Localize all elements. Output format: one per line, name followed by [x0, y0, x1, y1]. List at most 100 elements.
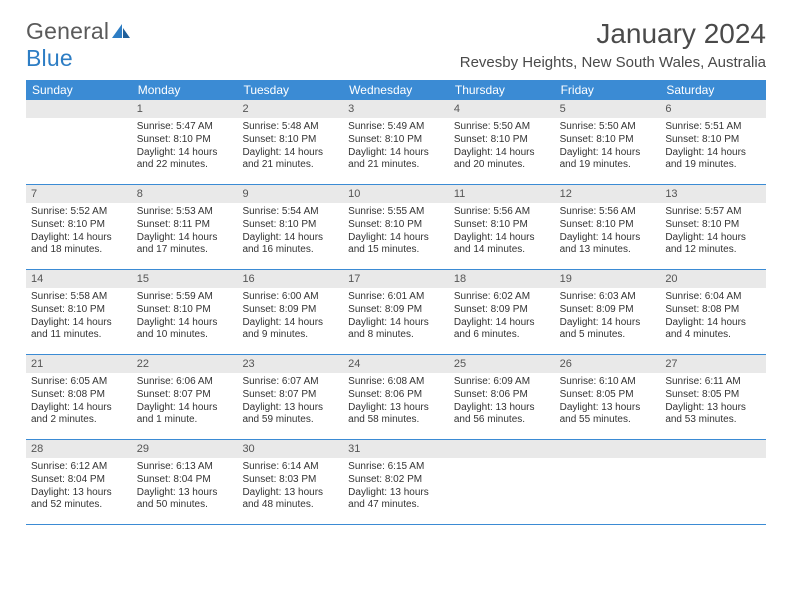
month-title: January 2024 [460, 18, 766, 50]
day-number: 26 [555, 355, 661, 373]
daylight-line: Daylight: 14 hours and 1 minute. [137, 402, 234, 428]
daylight-line: Daylight: 13 hours and 53 minutes. [665, 402, 762, 428]
daylight-line: Daylight: 13 hours and 52 minutes. [31, 487, 128, 513]
week-row: 28Sunrise: 6:12 AMSunset: 8:04 PMDayligh… [26, 440, 766, 525]
sunset-line: Sunset: 8:10 PM [31, 304, 128, 317]
daylight-line: Daylight: 14 hours and 22 minutes. [137, 147, 234, 173]
day-number: 27 [660, 355, 766, 373]
sunrise-line: Sunrise: 5:58 AM [31, 291, 128, 304]
day-number: 14 [26, 270, 132, 288]
sunrise-line: Sunrise: 6:07 AM [242, 376, 339, 389]
day-number [555, 440, 661, 458]
daylight-line: Daylight: 14 hours and 19 minutes. [665, 147, 762, 173]
dow-cell: Tuesday [237, 80, 343, 100]
location-subtitle: Revesby Heights, New South Wales, Austra… [460, 54, 766, 71]
daylight-line: Daylight: 14 hours and 17 minutes. [137, 232, 234, 258]
day-number: 1 [132, 100, 238, 118]
daylight-line: Daylight: 14 hours and 19 minutes. [560, 147, 657, 173]
daylight-line: Daylight: 14 hours and 20 minutes. [454, 147, 551, 173]
dow-cell: Friday [555, 80, 661, 100]
page-header: GeneralBlue January 2024 Revesby Heights… [26, 18, 766, 72]
sunrise-line: Sunrise: 5:47 AM [137, 121, 234, 134]
sunset-line: Sunset: 8:10 PM [348, 134, 445, 147]
day-number: 6 [660, 100, 766, 118]
daylight-line: Daylight: 14 hours and 21 minutes. [242, 147, 339, 173]
day-cell: 31Sunrise: 6:15 AMSunset: 8:02 PMDayligh… [343, 440, 449, 524]
daylight-line: Daylight: 14 hours and 16 minutes. [242, 232, 339, 258]
day-number: 20 [660, 270, 766, 288]
daylight-line: Daylight: 14 hours and 9 minutes. [242, 317, 339, 343]
sunset-line: Sunset: 8:09 PM [560, 304, 657, 317]
sunrise-line: Sunrise: 5:54 AM [242, 206, 339, 219]
daylight-line: Daylight: 13 hours and 48 minutes. [242, 487, 339, 513]
sunrise-line: Sunrise: 6:10 AM [560, 376, 657, 389]
day-cell: 19Sunrise: 6:03 AMSunset: 8:09 PMDayligh… [555, 270, 661, 354]
daylight-line: Daylight: 13 hours and 55 minutes. [560, 402, 657, 428]
sunrise-line: Sunrise: 5:53 AM [137, 206, 234, 219]
sunrise-line: Sunrise: 6:01 AM [348, 291, 445, 304]
day-cell: 10Sunrise: 5:55 AMSunset: 8:10 PMDayligh… [343, 185, 449, 269]
daylight-line: Daylight: 13 hours and 47 minutes. [348, 487, 445, 513]
day-number: 28 [26, 440, 132, 458]
day-cell: 24Sunrise: 6:08 AMSunset: 8:06 PMDayligh… [343, 355, 449, 439]
sunrise-line: Sunrise: 6:05 AM [31, 376, 128, 389]
day-number: 11 [449, 185, 555, 203]
day-cell: 7Sunrise: 5:52 AMSunset: 8:10 PMDaylight… [26, 185, 132, 269]
sunrise-line: Sunrise: 6:15 AM [348, 461, 445, 474]
daylight-line: Daylight: 14 hours and 5 minutes. [560, 317, 657, 343]
sunrise-line: Sunrise: 6:02 AM [454, 291, 551, 304]
sunset-line: Sunset: 8:04 PM [31, 474, 128, 487]
logo-text: GeneralBlue [26, 18, 131, 72]
sunrise-line: Sunrise: 6:08 AM [348, 376, 445, 389]
day-cell: 6Sunrise: 5:51 AMSunset: 8:10 PMDaylight… [660, 100, 766, 184]
sunset-line: Sunset: 8:09 PM [454, 304, 551, 317]
dow-cell: Sunday [26, 80, 132, 100]
sunrise-line: Sunrise: 6:03 AM [560, 291, 657, 304]
day-cell: 29Sunrise: 6:13 AMSunset: 8:04 PMDayligh… [132, 440, 238, 524]
sunrise-line: Sunrise: 6:11 AM [665, 376, 762, 389]
dow-cell: Saturday [660, 80, 766, 100]
daylight-line: Daylight: 13 hours and 56 minutes. [454, 402, 551, 428]
day-cell: 26Sunrise: 6:10 AMSunset: 8:05 PMDayligh… [555, 355, 661, 439]
sunset-line: Sunset: 8:10 PM [348, 219, 445, 232]
sunrise-line: Sunrise: 5:59 AM [137, 291, 234, 304]
dow-cell: Thursday [449, 80, 555, 100]
week-row: 7Sunrise: 5:52 AMSunset: 8:10 PMDaylight… [26, 185, 766, 270]
day-cell: 27Sunrise: 6:11 AMSunset: 8:05 PMDayligh… [660, 355, 766, 439]
day-cell: 14Sunrise: 5:58 AMSunset: 8:10 PMDayligh… [26, 270, 132, 354]
sunset-line: Sunset: 8:07 PM [137, 389, 234, 402]
day-cell [449, 440, 555, 524]
day-cell: 21Sunrise: 6:05 AMSunset: 8:08 PMDayligh… [26, 355, 132, 439]
sunrise-line: Sunrise: 5:56 AM [560, 206, 657, 219]
sunset-line: Sunset: 8:04 PM [137, 474, 234, 487]
sunset-line: Sunset: 8:10 PM [137, 304, 234, 317]
sunset-line: Sunset: 8:06 PM [454, 389, 551, 402]
sunrise-line: Sunrise: 5:50 AM [454, 121, 551, 134]
day-number: 4 [449, 100, 555, 118]
sunset-line: Sunset: 8:10 PM [665, 134, 762, 147]
sunrise-line: Sunrise: 5:57 AM [665, 206, 762, 219]
sunset-line: Sunset: 8:10 PM [454, 134, 551, 147]
daylight-line: Daylight: 13 hours and 59 minutes. [242, 402, 339, 428]
sunset-line: Sunset: 8:09 PM [348, 304, 445, 317]
sunset-line: Sunset: 8:10 PM [560, 134, 657, 147]
sunset-line: Sunset: 8:11 PM [137, 219, 234, 232]
sunrise-line: Sunrise: 6:09 AM [454, 376, 551, 389]
sunset-line: Sunset: 8:10 PM [454, 219, 551, 232]
day-number: 15 [132, 270, 238, 288]
sunset-line: Sunset: 8:10 PM [665, 219, 762, 232]
day-cell: 17Sunrise: 6:01 AMSunset: 8:09 PMDayligh… [343, 270, 449, 354]
day-number: 25 [449, 355, 555, 373]
day-number: 2 [237, 100, 343, 118]
daylight-line: Daylight: 14 hours and 15 minutes. [348, 232, 445, 258]
day-number [449, 440, 555, 458]
title-block: January 2024 Revesby Heights, New South … [460, 18, 766, 71]
sunrise-line: Sunrise: 5:56 AM [454, 206, 551, 219]
sunrise-line: Sunrise: 5:49 AM [348, 121, 445, 134]
sunrise-line: Sunrise: 6:04 AM [665, 291, 762, 304]
day-cell: 1Sunrise: 5:47 AMSunset: 8:10 PMDaylight… [132, 100, 238, 184]
day-number: 23 [237, 355, 343, 373]
sunset-line: Sunset: 8:09 PM [242, 304, 339, 317]
sunrise-line: Sunrise: 5:48 AM [242, 121, 339, 134]
daylight-line: Daylight: 14 hours and 6 minutes. [454, 317, 551, 343]
